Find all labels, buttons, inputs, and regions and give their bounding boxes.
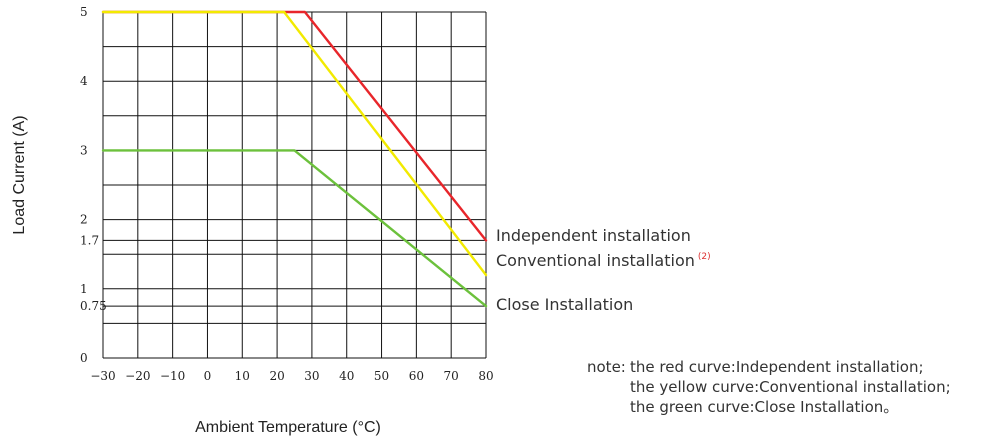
x-tick-label: 50 bbox=[374, 369, 389, 383]
note-line-green: the green curve:Close Installation。 bbox=[630, 398, 898, 416]
x-tick-label: 70 bbox=[444, 369, 459, 383]
series-labels: Independent installation Conventional in… bbox=[496, 226, 711, 314]
y-tick-label: 0 bbox=[80, 351, 88, 365]
y-tick-label: 0.75 bbox=[80, 299, 107, 313]
y-tick-label: 4 bbox=[80, 74, 88, 88]
series-label-close: Close Installation bbox=[496, 295, 633, 314]
chart-grid bbox=[102, 11, 487, 359]
note-line-yellow: the yellow curve:Conventional installati… bbox=[630, 378, 951, 396]
series-line-2 bbox=[101, 149, 488, 308]
x-tick-label: 80 bbox=[478, 369, 493, 383]
x-tick-label: 0 bbox=[204, 369, 212, 383]
note-line-red: the red curve:Independent installation; bbox=[630, 358, 924, 376]
note-prefix: note: bbox=[587, 358, 626, 376]
y-tick-label: 3 bbox=[80, 143, 88, 157]
y-tick-label: 1.7 bbox=[80, 233, 99, 247]
y-axis-title: Load Current (A) bbox=[11, 115, 28, 234]
y-tick-label: 2 bbox=[80, 213, 88, 227]
x-tick-label: 30 bbox=[304, 369, 319, 383]
x-tick-label: −30 bbox=[90, 369, 115, 383]
x-tick-label: 60 bbox=[409, 369, 424, 383]
x-tick-label: 40 bbox=[339, 369, 354, 383]
series-line-1 bbox=[101, 10, 488, 277]
y-tick-label: 5 bbox=[80, 5, 88, 19]
x-tick-label: −20 bbox=[125, 369, 150, 383]
y-tick-labels: 0 0.75 1 1.7 2 3 4 5 bbox=[80, 5, 107, 365]
x-axis-title: Ambient Temperature (°C) bbox=[195, 419, 381, 436]
series-label-conventional: Conventional installation (2) bbox=[496, 251, 711, 270]
x-tick-label: −10 bbox=[160, 369, 185, 383]
series-lines bbox=[101, 10, 488, 308]
chart-note: note: the red curve:Independent installa… bbox=[587, 358, 951, 416]
x-tick-label: 10 bbox=[235, 369, 250, 383]
series-label-independent: Independent installation bbox=[496, 226, 691, 245]
x-tick-label: 20 bbox=[269, 369, 284, 383]
footnote-marker: (2) bbox=[698, 252, 711, 262]
x-tick-labels: −30 −20 −10 0 10 20 30 40 50 60 70 80 bbox=[90, 369, 493, 383]
y-tick-label: 1 bbox=[80, 282, 88, 296]
